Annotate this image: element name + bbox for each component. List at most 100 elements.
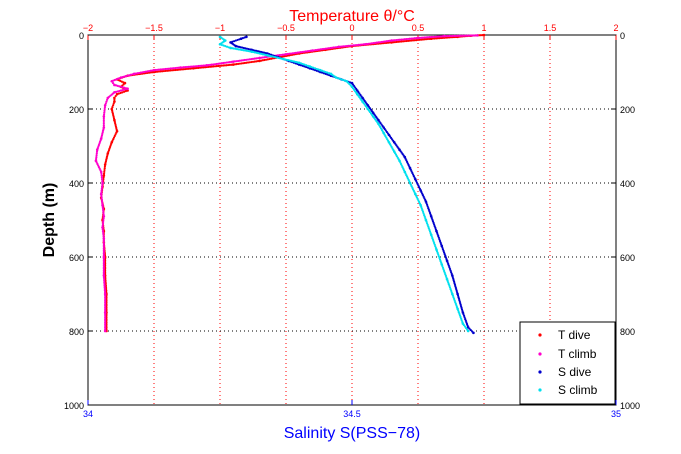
bottom-tick-label: 34 <box>83 409 93 419</box>
data-point-interp <box>426 37 429 41</box>
data-point-interp <box>240 48 244 52</box>
data-point-interp <box>408 39 411 42</box>
data-point-interp <box>400 38 403 41</box>
data-point-interp <box>418 38 421 41</box>
data-point-interp <box>225 61 228 64</box>
series-layer <box>94 33 486 335</box>
data-point-interp <box>281 55 284 58</box>
data-point-interp <box>291 52 294 55</box>
data-point-interp <box>104 102 107 105</box>
data-point <box>308 67 312 70</box>
data-point-interp <box>346 81 350 84</box>
data-point <box>113 96 116 100</box>
data-point-interp <box>230 63 233 66</box>
data-point-interp <box>242 59 245 62</box>
data-point <box>297 61 301 65</box>
data-point-interp <box>456 34 459 37</box>
data-point <box>103 104 107 107</box>
data-point-interp <box>334 46 337 49</box>
data-point-interp <box>415 38 418 42</box>
data-point-interp <box>187 67 190 70</box>
data-point-interp <box>111 82 115 85</box>
data-point-interp <box>336 45 339 49</box>
data-point-interp <box>462 313 465 316</box>
data-point-interp <box>103 284 106 287</box>
data-point-interp <box>385 40 388 43</box>
data-point-interp <box>309 49 312 52</box>
left-tick-label: 200 <box>69 105 84 115</box>
data-point-interp <box>451 294 455 297</box>
top-tick-label: −0.5 <box>277 23 295 33</box>
data-point-interp <box>397 38 400 42</box>
data-point-interp <box>218 62 222 65</box>
data-point-interp <box>146 70 149 73</box>
data-point-interp <box>174 68 177 72</box>
data-point-interp <box>204 64 207 67</box>
data-point-interp <box>383 40 387 43</box>
data-point-interp <box>303 63 306 66</box>
data-point-interp <box>238 38 241 41</box>
data-point-interp <box>102 252 105 255</box>
data-point-interp <box>104 308 107 311</box>
data-point-interp <box>102 220 105 223</box>
data-point-interp <box>324 47 327 50</box>
data-point-interp <box>103 170 106 173</box>
data-point-interp <box>101 183 104 186</box>
data-point-interp <box>118 89 121 93</box>
data-point <box>102 215 106 218</box>
data-point-interp <box>228 63 231 67</box>
data-point-interp <box>441 264 444 268</box>
data-point <box>416 36 420 40</box>
data-point-interp <box>336 77 340 80</box>
data-point-interp <box>235 60 238 63</box>
data-point-interp <box>184 66 187 69</box>
data-point-interp <box>425 38 428 41</box>
left-tick-label: 0 <box>79 31 84 41</box>
data-point-interp <box>101 230 105 233</box>
data-point-interp <box>284 54 288 58</box>
data-point-interp <box>100 185 104 188</box>
data-point-interp <box>147 71 151 74</box>
data-point-interp <box>251 57 255 60</box>
data-point-interp <box>102 276 106 279</box>
data-point-interp <box>100 174 103 177</box>
data-point-interp <box>103 168 106 172</box>
data-point-interp <box>223 64 227 67</box>
data-point-interp <box>156 68 159 71</box>
data-point-interp <box>102 247 105 250</box>
data-point-interp <box>370 42 373 45</box>
data-point-interp <box>102 265 105 269</box>
data-point-interp <box>305 65 308 69</box>
data-point-interp <box>438 37 441 40</box>
legend: T dive T climb S dive S climb <box>519 321 616 405</box>
data-point-interp <box>121 86 124 89</box>
data-point-interp <box>166 69 169 72</box>
data-point-interp <box>411 37 415 40</box>
data-point-interp <box>218 64 222 67</box>
data-point-interp <box>441 36 444 39</box>
data-point-interp <box>141 71 144 74</box>
data-point-interp <box>441 35 444 38</box>
data-point-interp <box>138 71 141 75</box>
data-point-interp <box>231 47 234 50</box>
data-point-interp <box>347 44 350 47</box>
data-point-interp <box>455 304 458 307</box>
legend-label-t-climb: T climb <box>558 347 597 361</box>
data-point-interp <box>423 38 426 41</box>
data-point-interp <box>232 47 235 50</box>
data-point <box>99 192 103 196</box>
data-point-interp <box>195 65 198 68</box>
data-point-interp <box>407 37 410 41</box>
data-point-interp <box>421 38 425 41</box>
data-point-interp <box>360 43 363 46</box>
data-point-interp <box>320 71 324 74</box>
data-point-interp <box>446 261 449 264</box>
data-point-interp <box>100 172 103 175</box>
data-point-interp <box>123 75 126 78</box>
data-point-interp <box>439 241 442 244</box>
data-point-interp <box>382 40 385 43</box>
data-point-interp <box>222 64 225 67</box>
data-point <box>106 96 110 100</box>
data-point-interp <box>205 65 208 69</box>
